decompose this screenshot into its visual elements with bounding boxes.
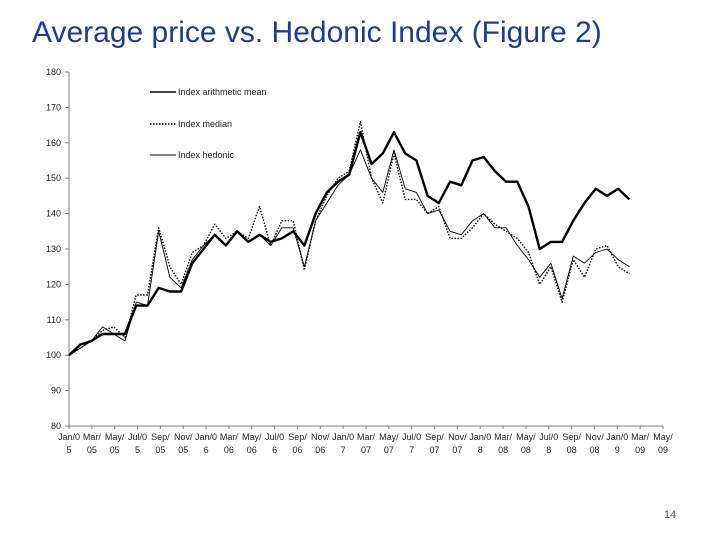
x-tick-label-bottom: 09 — [635, 445, 645, 455]
x-tick-label-bottom: 09 — [658, 445, 668, 455]
x-tick-label-top: Mar/ — [631, 432, 649, 442]
x-tick-label-top: Jul/0 — [265, 432, 284, 442]
x-tick-label-top: Jan/0 — [332, 432, 354, 442]
x-tick-label-bottom: 08 — [498, 445, 508, 455]
x-tick-label-top: Sep/ — [288, 432, 307, 442]
x-tick-label-bottom: 05 — [87, 445, 97, 455]
x-tick-label-top: Jan/0 — [606, 432, 628, 442]
x-tick-label-bottom: 7 — [341, 445, 346, 455]
x-tick-label-bottom: 08 — [589, 445, 599, 455]
page-number: 14 — [664, 509, 677, 521]
slide-title: Average price vs. Hedonic Index (Figure … — [32, 16, 602, 49]
x-tick-label-bottom: 9 — [615, 445, 620, 455]
y-tick-label: 170 — [46, 102, 61, 112]
chart-axes — [68, 72, 663, 427]
x-tick-label-top: Mar/ — [220, 432, 238, 442]
x-tick-label-top: Jul/0 — [539, 432, 558, 442]
x-tick-label-top: Jan/0 — [195, 432, 217, 442]
x-tick-label-bottom: 5 — [135, 445, 140, 455]
x-tick-label-top: Mar/ — [83, 432, 101, 442]
x-tick-label-top: Nov/ — [174, 432, 193, 442]
x-tick-label-bottom: 06 — [315, 445, 325, 455]
y-tick-label: 80 — [51, 421, 61, 431]
y-tick-label: 120 — [46, 279, 61, 289]
series-line-2 — [68, 120, 630, 356]
legend-label: Index hedonic — [178, 150, 235, 160]
x-tick-label-bottom: 07 — [384, 445, 394, 455]
x-tick-label-bottom: 08 — [567, 445, 577, 455]
x-tick-label-top: Sep/ — [151, 432, 170, 442]
x-axis-ticks: Jan/0 5 Mar/05 May/05 Jul/0 5 Sep/05 Nov/05 Jan/… — [58, 426, 673, 455]
y-tick-label: 130 — [46, 244, 61, 254]
x-tick-label-bottom: 07 — [452, 445, 462, 455]
legend-label: Index arithmetic mean — [178, 87, 267, 97]
x-tick-label-bottom: 06 — [247, 445, 257, 455]
y-tick-label: 160 — [46, 138, 61, 148]
x-tick-label-top: May/ — [516, 432, 536, 442]
x-tick-label-top: May/ — [105, 432, 125, 442]
x-tick-label-top: Nov/ — [585, 432, 604, 442]
x-tick-label-bottom: 06 — [224, 445, 234, 455]
x-tick-label-bottom: 05 — [155, 445, 165, 455]
x-tick-label-top: Mar/ — [494, 432, 512, 442]
x-tick-label-top: May/ — [242, 432, 262, 442]
x-tick-label-bottom: 08 — [521, 445, 531, 455]
x-tick-label-bottom: 06 — [292, 445, 302, 455]
y-tick-label: 110 — [47, 315, 61, 325]
x-tick-label-top: Jan/0 — [58, 432, 80, 442]
x-tick-label-bottom: 05 — [110, 445, 120, 455]
x-tick-label-bottom: 8 — [546, 445, 551, 455]
x-tick-label-top: Jan/0 — [469, 432, 491, 442]
chart-series — [68, 120, 631, 357]
x-tick-label-bottom: 8 — [478, 445, 483, 455]
y-tick-label: 90 — [51, 386, 61, 396]
x-tick-label-top: Sep/ — [425, 432, 444, 442]
x-tick-label-bottom: 05 — [178, 445, 188, 455]
legend-label: Index median — [178, 119, 232, 129]
chart-legend: Index arithmetic mean Index median Index h… — [150, 87, 267, 160]
y-axis-ticks: 80 90 100 110 120 130 140 150 160 170 180 — [46, 67, 69, 431]
y-tick-label: 150 — [46, 173, 61, 183]
x-tick-label-bottom: 7 — [409, 445, 414, 455]
x-tick-label-top: May/ — [653, 432, 673, 442]
x-tick-label-bottom: 6 — [272, 445, 277, 455]
y-tick-label: 140 — [46, 209, 61, 219]
x-tick-label-top: Jul/0 — [402, 432, 421, 442]
y-tick-label: 180 — [46, 67, 61, 77]
series-line-3 — [68, 149, 630, 356]
x-tick-label-top: Mar/ — [357, 432, 375, 442]
x-tick-label-bottom: 5 — [66, 445, 71, 455]
x-tick-label-top: Nov/ — [311, 432, 330, 442]
x-tick-label-bottom: 6 — [204, 445, 209, 455]
series-line-1 — [68, 130, 631, 357]
x-tick-label-bottom: 07 — [361, 445, 371, 455]
x-tick-label-top: Nov/ — [448, 432, 467, 442]
x-tick-label-top: Sep/ — [562, 432, 581, 442]
y-tick-label: 100 — [46, 350, 61, 360]
x-tick-label-bottom: 07 — [430, 445, 440, 455]
x-tick-label-top: Jul/0 — [128, 432, 147, 442]
x-tick-label-top: May/ — [379, 432, 399, 442]
